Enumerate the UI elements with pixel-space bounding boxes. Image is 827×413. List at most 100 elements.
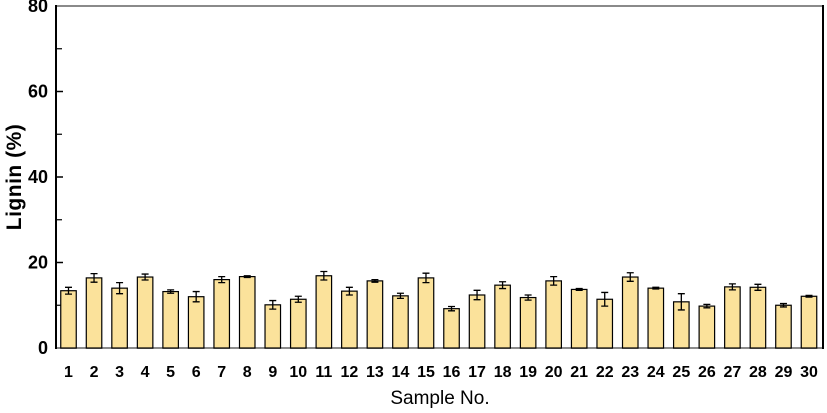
bar-sample-14 [392,295,409,349]
error-bar-sample-13 [371,278,379,283]
x-tick-label: 16 [443,364,461,381]
error-bar-sample-18 [499,281,507,290]
y-axis-tick-labels: 0 20 40 60 80 [28,0,48,358]
x-tick-label: 6 [192,364,201,381]
error-bar-sample-25 [677,293,685,311]
x-tick-label: 12 [340,364,358,381]
error-bar-sample-11 [320,270,328,281]
error-bar-sample-30 [805,294,813,298]
x-tick-label: 5 [166,364,175,381]
x-tick-label: 25 [672,364,690,381]
bar-sample-20 [545,280,563,349]
bar-sample-7 [213,279,231,349]
bar-sample-29 [775,304,792,349]
bar-sample-1 [60,290,77,349]
x-tick-label: 26 [698,364,716,381]
error-bar-sample-22 [601,291,609,307]
x-tick-label: 11 [315,364,332,381]
error-bar-sample-19 [524,294,532,301]
y-axis-ticks [57,48,63,306]
error-bar-sample-4 [141,273,149,281]
bar-sample-16 [443,308,460,349]
error-bar-sample-1 [65,286,72,295]
error-bar-sample-12 [345,286,353,296]
error-bar-sample-9 [269,299,277,310]
error-bar-sample-15 [422,272,430,284]
bar-sample-26 [698,305,716,349]
bar-sample-21 [570,288,588,349]
bar-sample-6 [187,296,205,349]
x-tick-label: 22 [596,364,614,381]
error-bar-sample-26 [703,303,711,309]
error-bar-sample-29 [779,302,787,308]
x-tick-label: 17 [468,364,486,381]
error-bar-sample-21 [575,287,583,291]
bar-sample-30 [800,295,818,349]
error-bar-sample-20 [550,275,558,286]
bar-sample-17 [468,294,486,349]
error-bar-sample-27 [728,283,736,291]
error-bar-sample-3 [116,281,124,295]
error-bar-sample-24 [652,286,660,290]
bar-sample-9 [264,304,282,349]
error-bar-sample-28 [754,283,762,291]
y-axis-title: Lignin (%) [3,124,26,230]
x-tick-label: 15 [417,364,435,381]
bar-sample-8 [238,276,256,349]
y-tick-label: 0 [38,338,48,358]
x-tick-label: 23 [621,364,639,381]
bar-sample-5 [162,290,179,349]
bar-sample-19 [519,296,537,349]
y-tick-label: 20 [28,253,48,273]
error-bar-sample-16 [448,305,456,312]
bar-sample-23 [621,276,639,349]
x-tick-label: 13 [366,364,384,381]
x-axis-tick-labels: 1 2 3 4 5 6 7 8 9 10 11 12 13 14 15 16 17 18 19 20 21 22 23 24 2… [64,364,818,381]
x-tick-label: 8 [243,364,252,381]
bar-sample-28 [749,286,767,349]
bars [60,270,818,349]
x-tick-label: 1 [64,364,73,381]
x-tick-label: 3 [115,364,124,381]
x-tick-label: 20 [545,364,563,381]
x-tick-label: 24 [647,364,665,381]
error-bar-sample-8 [243,275,251,279]
bar-sample-27 [724,286,741,349]
x-tick-label: 21 [570,364,588,381]
plot-frame [55,5,824,349]
x-tick-label: 28 [749,364,767,381]
x-tick-label: 30 [800,364,818,381]
x-tick-label: 9 [268,364,277,381]
bar-sample-10 [289,298,307,349]
x-tick-label: 14 [392,364,410,381]
y-tick-label: 60 [28,82,48,102]
x-tick-label: 10 [289,364,307,381]
error-bar-sample-17 [473,289,481,301]
error-bar-sample-6 [192,290,200,303]
error-bar-sample-14 [396,292,404,300]
bar-sample-24 [647,287,665,349]
bar-sample-11 [315,275,333,349]
error-bar-sample-10 [294,295,302,303]
x-tick-label: 18 [494,364,512,381]
x-tick-label: 2 [90,364,99,381]
bar-sample-12 [341,290,358,349]
bar-sample-4 [136,276,154,349]
y-tick-label: 80 [28,0,48,16]
bar-sample-15 [417,277,435,349]
error-bar-sample-2 [90,272,98,283]
x-axis-title: Sample No. [390,388,489,409]
x-tick-label: 27 [723,364,741,381]
x-tick-label: 4 [141,364,150,381]
error-bar-sample-5 [167,289,175,294]
bar-sample-3 [111,287,128,349]
x-tick-label: 7 [217,364,226,381]
x-tick-label: 19 [519,364,537,381]
y-tick-label: 40 [28,167,48,187]
bar-sample-13 [366,280,384,349]
bar-sample-18 [494,284,511,349]
error-bar-sample-23 [626,272,634,282]
error-bar-sample-7 [218,275,226,284]
